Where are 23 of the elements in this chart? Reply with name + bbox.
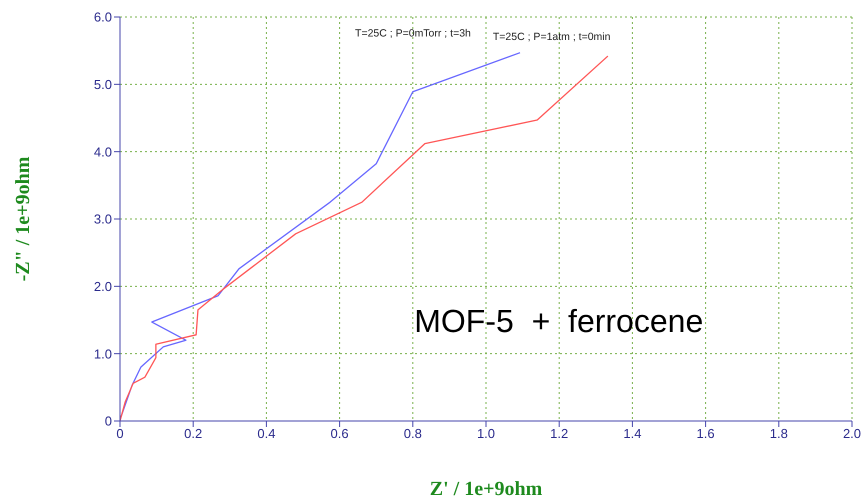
x-tick-label: 0.4 — [257, 426, 276, 442]
x-tick-label: 1.0 — [476, 426, 496, 442]
y-axis-title: -Z" / 1e+9ohm — [12, 156, 34, 282]
series-label: T=25C ; P=1atm ; t=0min — [492, 31, 611, 44]
x-tick-label: 1.6 — [696, 426, 715, 442]
x-tick-label: 2.0 — [842, 426, 862, 442]
x-tick-label: 0.8 — [404, 426, 422, 442]
x-tick-label: 1.4 — [623, 426, 642, 442]
x-axis-title: Z' / 1e+9ohm — [430, 478, 543, 500]
x-tick-label: 0 — [116, 426, 124, 442]
y-tick-label: 4.0 — [94, 144, 112, 160]
y-tick-label: 3.0 — [94, 212, 112, 227]
y-tick-label: 5.0 — [94, 76, 112, 92]
y-tick-label: 2.0 — [94, 278, 112, 294]
y-tick-label: 6.0 — [94, 10, 112, 25]
x-tick-label: 0.2 — [184, 426, 202, 442]
text: T=25C ; P=0mTorr ; t=3h — [355, 28, 472, 40]
x-tick-label: 1.8 — [770, 426, 788, 442]
x-tick-label: 0.6 — [330, 426, 349, 442]
annotation: MOF-5 + ferrocene — [414, 303, 704, 340]
y-tick-label: 0 — [104, 414, 112, 429]
y-tick-label: 1.0 — [94, 346, 112, 362]
x-tick-label: 1.2 — [550, 426, 568, 442]
